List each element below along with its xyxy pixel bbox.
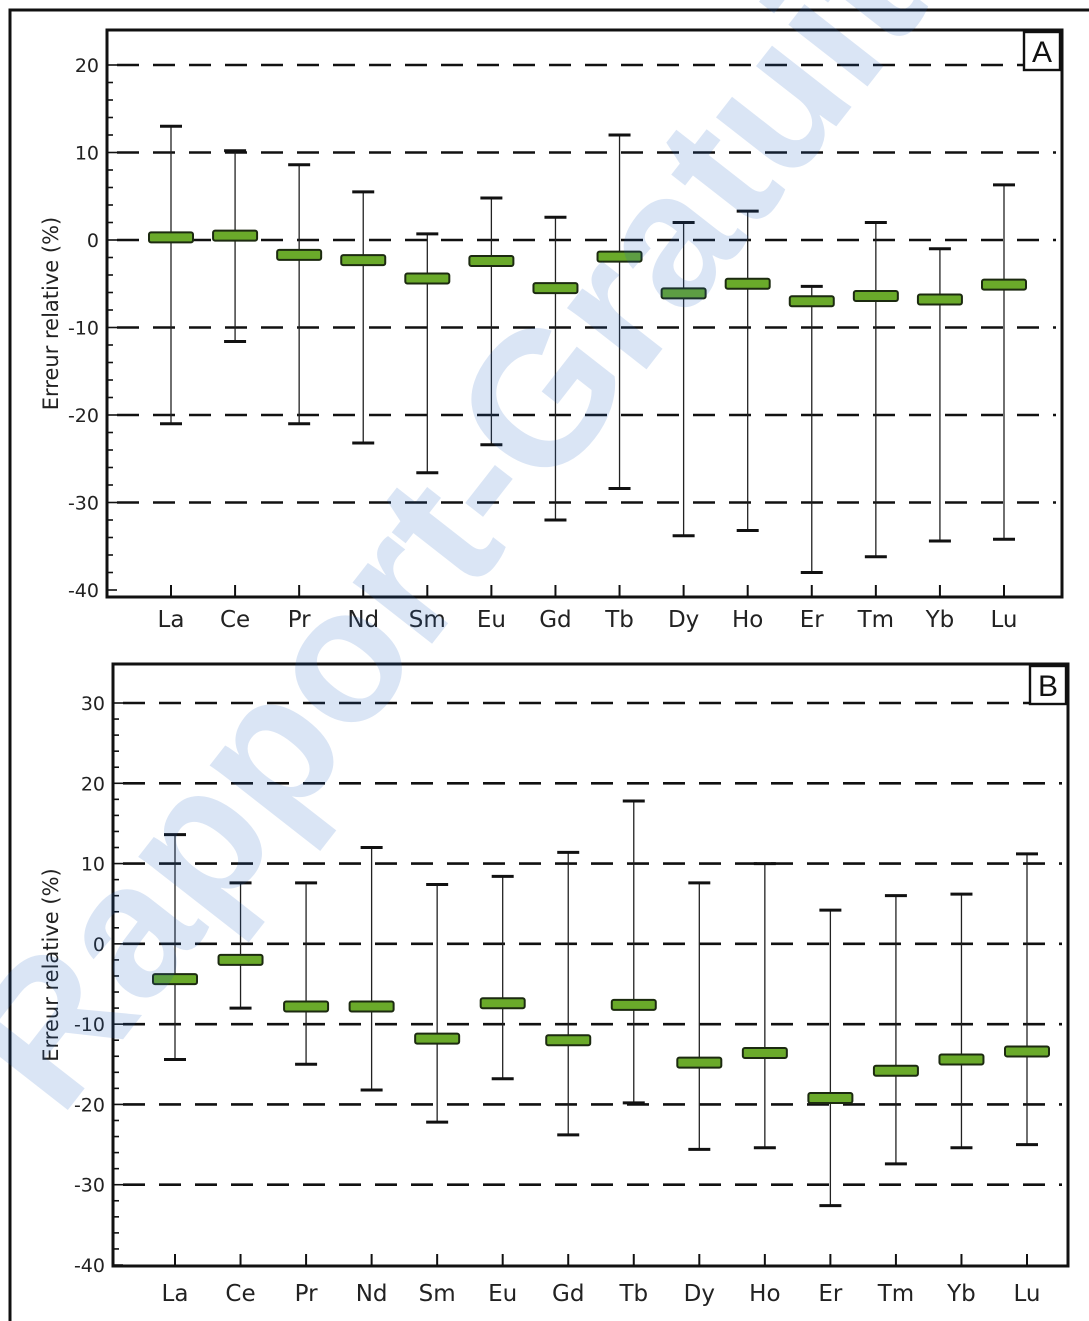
panel-a-median-la (148, 231, 194, 244)
panel-a-median-ho (724, 277, 771, 290)
panel-b-x-label-tb: Tb (618, 1281, 648, 1307)
panel-b-median-yb (938, 1053, 985, 1066)
panel-b-y-tick-label: 10 (81, 854, 105, 876)
panel-a-x-label-dy: Dy (668, 607, 699, 633)
panel-a: 20 10 0 -10 -20 -30 -40 Erreur relative (%) A La C… (39, 28, 1064, 633)
panel-a-median-gd (532, 282, 579, 295)
panel-a-y-axis-label: Erreur relative (%) (39, 217, 63, 410)
panel-a-x-label-tm: Tm (857, 607, 894, 633)
panel-a-x-label-tb: Tb (604, 607, 634, 633)
panel-a-x-label-ho: Ho (732, 607, 763, 633)
panel-a-median-eu (468, 255, 515, 267)
panel-b-median-ho (741, 1047, 788, 1060)
panel-b-median-ce (217, 953, 264, 966)
panel-b-median-lu (1004, 1045, 1050, 1058)
panel-b-y-tick-label: 0 (93, 934, 105, 956)
panel-a-x-label-eu: Eu (477, 607, 506, 633)
panel-a-y-tick-label: -20 (68, 405, 99, 427)
panel-b-x-label-gd: Gd (552, 1281, 584, 1307)
panel-b-x-label-la: La (162, 1281, 189, 1307)
panel-a-x-label-ce: Ce (220, 607, 250, 633)
panel-a-median-ce (212, 229, 259, 242)
panel-b-median-er (807, 1092, 854, 1105)
panel-b-x-label-yb: Yb (946, 1281, 976, 1307)
panel-a-x-label-pr: Pr (288, 607, 311, 633)
figure-frame (8, 8, 1089, 1321)
panel-b-y-tick-label: 30 (81, 693, 105, 715)
panel-a-median-yb (916, 293, 963, 306)
panel-b-x-label-dy: Dy (684, 1281, 715, 1307)
panel-a-x-label-yb: Yb (925, 607, 955, 633)
panel-a-median-dy (660, 287, 707, 300)
panel-a-tag: A (1032, 36, 1052, 69)
panel-b-y-axis-label: Erreur relative (%) (39, 868, 63, 1061)
panel-b-y-tick-label: -20 (74, 1094, 105, 1116)
panel-b-median-eu (479, 997, 526, 1010)
panel-b-median-tm (872, 1064, 919, 1077)
panel-b-x-label-ce: Ce (225, 1281, 255, 1307)
panel-b-tag-box (1028, 664, 1068, 706)
panel-b-median-nd (348, 1000, 395, 1013)
panel-b-x-label-nd: Nd (356, 1281, 388, 1307)
panel-b: 30 20 10 0 -10 -20 -30 -40 Erreur relative (%) B L… (39, 662, 1070, 1307)
panel-b-x-label-ho: Ho (749, 1281, 780, 1307)
panel-a-y-tick-label: 10 (75, 143, 99, 165)
panel-a-x-label-la: La (158, 607, 185, 633)
panel-a-median-tb (596, 250, 643, 263)
panel-b-y-tick-label: 20 (81, 773, 105, 795)
panel-a-x-label-er: Er (800, 607, 825, 633)
panel-a-y-tick-label: -30 (68, 493, 99, 515)
panel-b-x-label-pr: Pr (295, 1281, 318, 1307)
panel-b-median-sm (414, 1032, 461, 1045)
panel-a-y-tick-label: -40 (68, 580, 99, 602)
panel-b-y-tick-label: -10 (74, 1014, 105, 1036)
panel-b-y-tick-label: -30 (74, 1175, 105, 1197)
panel-a-x-label-gd: Gd (539, 607, 571, 633)
panel-b-x-label-er: Er (818, 1281, 843, 1307)
panel-b-median-tb (610, 998, 657, 1011)
panel-b-x-label-tm: Tm (877, 1281, 914, 1307)
panel-a-tag-box (1022, 30, 1062, 72)
panel-b-median-pr (283, 1000, 330, 1013)
panel-a-median-lu (981, 278, 1027, 291)
panel-a-median-pr (276, 248, 323, 261)
panel-a-y-tick-label: -10 (68, 318, 99, 340)
panel-b-median-la (152, 973, 198, 986)
panel-b-x-label-lu: Lu (1014, 1281, 1041, 1307)
panel-b-median-dy (676, 1056, 723, 1069)
panel-a-median-er (788, 295, 835, 308)
panel-a-x-label-nd: Nd (347, 607, 379, 633)
panel-a-x-label-lu: Lu (991, 607, 1018, 633)
panel-a-median-tm (852, 290, 899, 302)
panel-b-x-label-sm: Sm (419, 1281, 456, 1307)
panel-b-plot-area (111, 662, 1070, 1268)
panel-b-y-tick-label: -40 (74, 1255, 105, 1277)
panel-a-plot-area (105, 28, 1064, 599)
panel-a-y-tick-label: 0 (87, 230, 99, 252)
panel-a-median-nd (340, 254, 387, 267)
panel-a-y-tick-label: 20 (75, 55, 99, 77)
panel-b-tag: B (1038, 670, 1058, 703)
panel-a-median-sm (404, 272, 451, 285)
watermark: Rapport-Gratuit.com (0, 0, 1089, 1145)
panel-a-x-label-sm: Sm (409, 607, 446, 633)
panel-b-median-gd (545, 1034, 592, 1047)
panel-b-x-label-eu: Eu (488, 1281, 517, 1307)
